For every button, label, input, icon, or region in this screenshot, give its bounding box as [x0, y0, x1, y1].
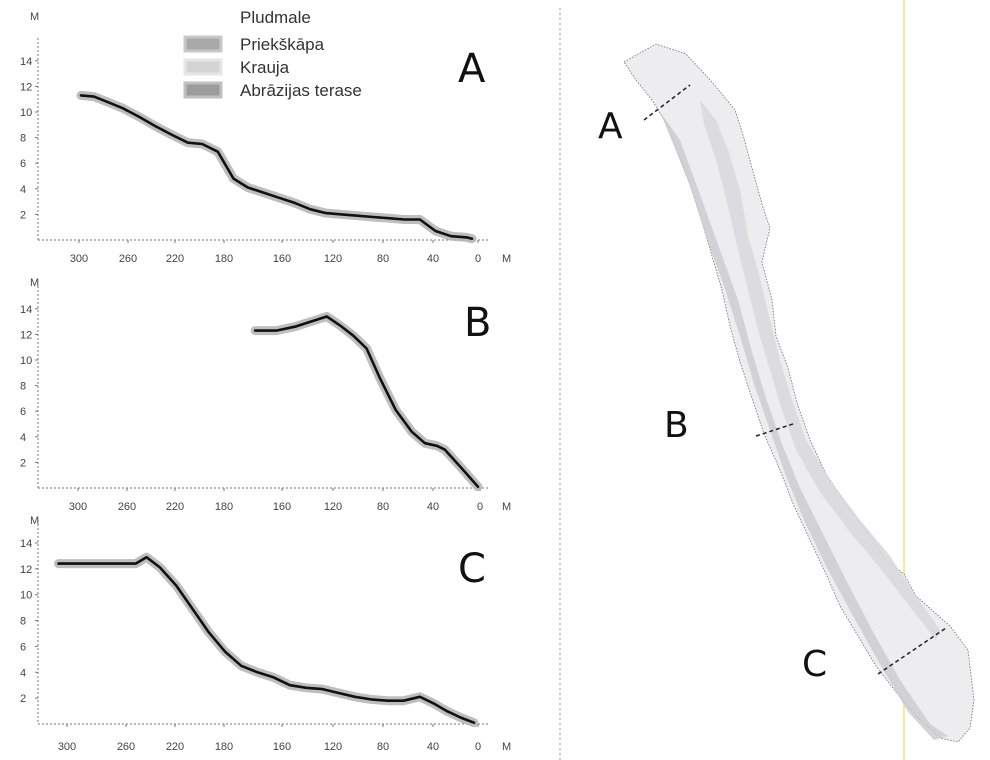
legend-swatch-priekskapa: [183, 35, 223, 53]
profile-line: [79, 94, 474, 240]
x-tick-label: 300: [69, 501, 87, 513]
y-tick-label: 8: [20, 133, 26, 145]
legend-title: Pludmale: [240, 8, 311, 27]
y-axis-unit-label: M: [30, 11, 39, 23]
x-tick-label: 120: [324, 741, 342, 753]
section-line-b: [755, 422, 797, 437]
x-tick-label: 80: [377, 741, 389, 753]
panel-letter: B: [464, 300, 491, 346]
map-label-c: C: [802, 644, 827, 685]
y-tick-label: 12: [20, 564, 32, 576]
x-axis-unit-label: M: [502, 253, 511, 265]
y-tick-label: 6: [20, 641, 26, 653]
x-tick-label: 260: [117, 741, 135, 753]
profile-chart-c: M 2 4 6 8 10 12 14 300 260 220 180 160 120 80 40 0 M C: [20, 515, 511, 753]
y-tick-label: 10: [20, 355, 32, 367]
x-tick-label: 80: [377, 253, 389, 265]
x-tick-label: 180: [215, 741, 233, 753]
y-tick-label: 12: [20, 81, 32, 93]
y-tick-label: 4: [20, 184, 26, 196]
x-tick-label: 0: [475, 253, 481, 265]
y-tick-label: 8: [20, 381, 26, 393]
x-tick-label: 120: [324, 501, 342, 513]
x-tick-label: 160: [273, 501, 291, 513]
y-tick-label: 8: [20, 616, 26, 628]
legend-label-priekskapa: Priekškāpa: [240, 35, 325, 54]
legend: Pludmale Priekškāpa Krauja Abrāzijas ter…: [183, 8, 362, 100]
x-tick-label: 160: [273, 741, 291, 753]
x-tick-label: 120: [324, 253, 342, 265]
x-tick-label: 180: [215, 501, 233, 513]
y-tick-label: 2: [20, 693, 26, 705]
coast-dune-band: [700, 100, 940, 640]
coast-terrace-band: [660, 112, 948, 740]
x-tick-label: 220: [166, 501, 184, 513]
x-tick-label: 260: [119, 253, 137, 265]
profile-line: [253, 315, 480, 489]
section-line-a: [643, 84, 691, 121]
y-tick-label: 10: [20, 590, 32, 602]
panel-letter: C: [458, 546, 486, 592]
y-axis-unit-label: M: [30, 277, 39, 289]
y-tick-label: 2: [20, 457, 26, 469]
profile-chart-b: M 2 4 6 8 10 12 14 300 260 220 180 160 120 80 40 0 M B: [20, 277, 511, 513]
panel-letter: A: [458, 46, 486, 92]
x-tick-label: 40: [427, 741, 439, 753]
x-tick-label: 0: [477, 501, 483, 513]
legend-swatch-krauja: [183, 58, 223, 76]
y-tick-label: 6: [20, 158, 26, 170]
x-tick-label: 40: [427, 253, 439, 265]
x-tick-label: 160: [273, 253, 291, 265]
x-tick-label: 180: [215, 253, 233, 265]
legend-swatch-abrazijas-terase: [183, 81, 223, 99]
x-axis-unit-label: M: [502, 741, 511, 753]
x-tick-label: 0: [475, 741, 481, 753]
x-tick-label: 260: [118, 501, 136, 513]
legend-label-abrazijas-terase: Abrāzijas terase: [240, 81, 362, 100]
y-axis-unit-label: M: [30, 515, 39, 527]
y-tick-label: 4: [20, 432, 26, 444]
map-label-a: A: [598, 106, 623, 147]
profile-chart-a: M 2 4 6 8 10 12 14 300 260 220 180 160 120 80 40 0 M A: [20, 11, 511, 265]
y-tick-label: 10: [20, 107, 32, 119]
y-tick-label: 4: [20, 667, 26, 679]
profile-band: [250, 312, 483, 492]
x-tick-label: 80: [377, 501, 389, 513]
x-tick-label: 40: [427, 501, 439, 513]
x-tick-label: 300: [58, 741, 76, 753]
y-tick-label: 12: [20, 329, 32, 341]
y-tick-label: 6: [20, 406, 26, 418]
y-tick-label: 2: [20, 209, 26, 221]
map-label-b: B: [664, 405, 689, 446]
profile-line: [57, 555, 476, 725]
x-tick-label: 220: [166, 741, 184, 753]
x-tick-label: 300: [70, 253, 88, 265]
y-tick-label: 14: [20, 304, 32, 316]
x-axis-unit-label: M: [502, 501, 511, 513]
coast-map: A B C: [598, 0, 975, 760]
y-tick-label: 14: [20, 538, 32, 550]
x-tick-label: 220: [166, 253, 184, 265]
legend-label-krauja: Krauja: [240, 58, 290, 77]
y-tick-label: 14: [20, 56, 32, 68]
